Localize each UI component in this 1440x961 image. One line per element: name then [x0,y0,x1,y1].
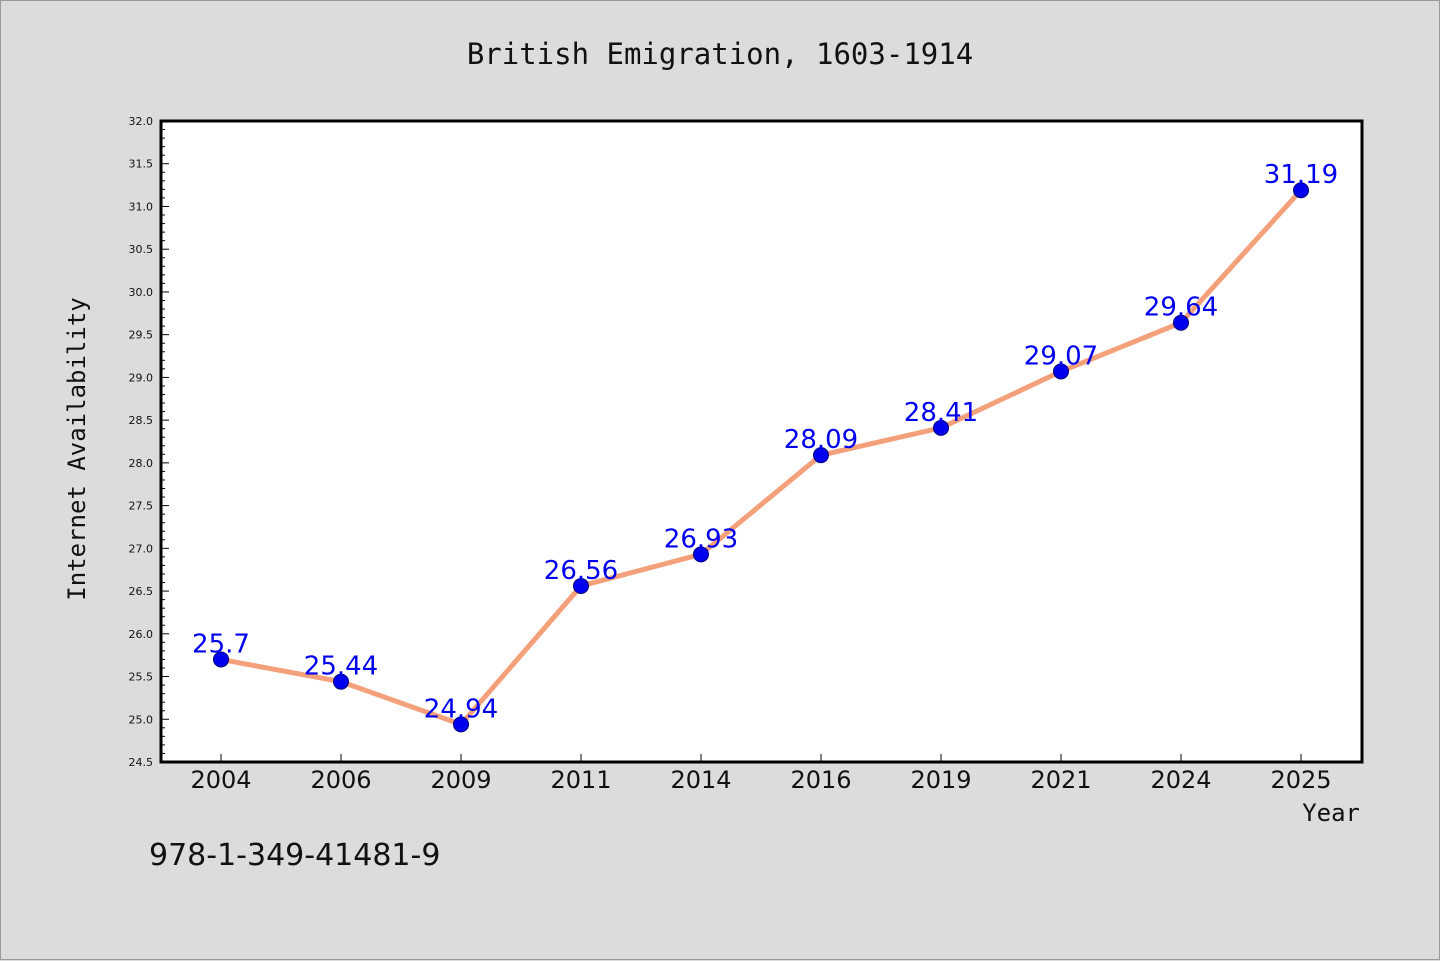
y-axis-ticks: 24.5 25.0 25.5 26.0 26.5 27.0 27.5 28.0 28.5 29.0… [129,115,169,769]
y-tick-label: 26.5 [129,585,154,598]
y-tick-label: 25.0 [129,713,154,726]
y-tick-label: 31.5 [129,158,154,171]
x-tick-label: 2019 [910,766,971,794]
y-tick-label: 28.0 [129,457,154,470]
x-tick-label: 2024 [1150,766,1211,794]
x-tick-label: 2009 [430,766,491,794]
data-label: 29.07 [1024,341,1098,371]
chart-title: British Emigration, 1603-1914 [467,37,973,71]
y-tick-label: 29.5 [129,329,154,342]
x-axis-ticks: 2004 2006 2009 2011 2014 2016 2019 2021 2024 2025 [190,754,1332,794]
x-tick-label: 2021 [1030,766,1091,794]
data-label: 28.41 [904,398,978,428]
data-point [213,651,229,668]
y-tick-label: 24.5 [129,756,154,769]
footnote-isbn: 978-1-349-41481-9 [149,838,440,873]
data-label: 25.44 [304,652,378,682]
data-point [333,673,349,690]
data-point [813,447,829,464]
data-label: 24.94 [424,694,498,724]
x-tick-label: 2004 [190,766,251,794]
data-label: 29.64 [1144,293,1218,323]
data-point [1293,182,1309,199]
y-axis-label: Internet Availability [63,297,91,600]
y-tick-label: 30.5 [129,243,154,256]
series-line [220,188,1303,727]
x-tick-label: 2025 [1270,766,1331,794]
plot-area [159,119,1364,764]
y-tick-label: 30.0 [129,286,154,299]
data-point [693,546,709,563]
data-point [1173,314,1189,331]
data-label: 26.56 [544,556,618,586]
y-tick-label: 28.5 [129,414,154,427]
y-tick-label: 26.0 [129,628,154,641]
y-tick-label: 25.5 [129,671,154,684]
data-point [1053,363,1069,380]
data-point [453,716,469,733]
series-layer: 25.7 25.44 24.94 26.56 26.93 28.09 28.41 29.07 2… [192,160,1338,733]
x-tick-label: 2014 [670,766,731,794]
data-label: 31.19 [1264,160,1338,190]
data-label: 28.09 [784,425,858,455]
data-point [933,419,949,436]
data-label: 25.7 [192,629,250,659]
x-axis-label: Year [1302,799,1360,827]
data-point [573,577,589,594]
y-tick-label: 31.0 [129,200,154,213]
x-tick-label: 2016 [790,766,851,794]
x-tick-label: 2011 [550,766,611,794]
x-tick-label: 2006 [310,766,371,794]
y-tick-label: 29.0 [129,371,154,384]
y-tick-label: 27.5 [129,500,154,513]
y-tick-label: 27.0 [129,542,154,555]
data-label: 26.93 [664,524,738,554]
y-tick-label: 32.0 [129,115,154,128]
